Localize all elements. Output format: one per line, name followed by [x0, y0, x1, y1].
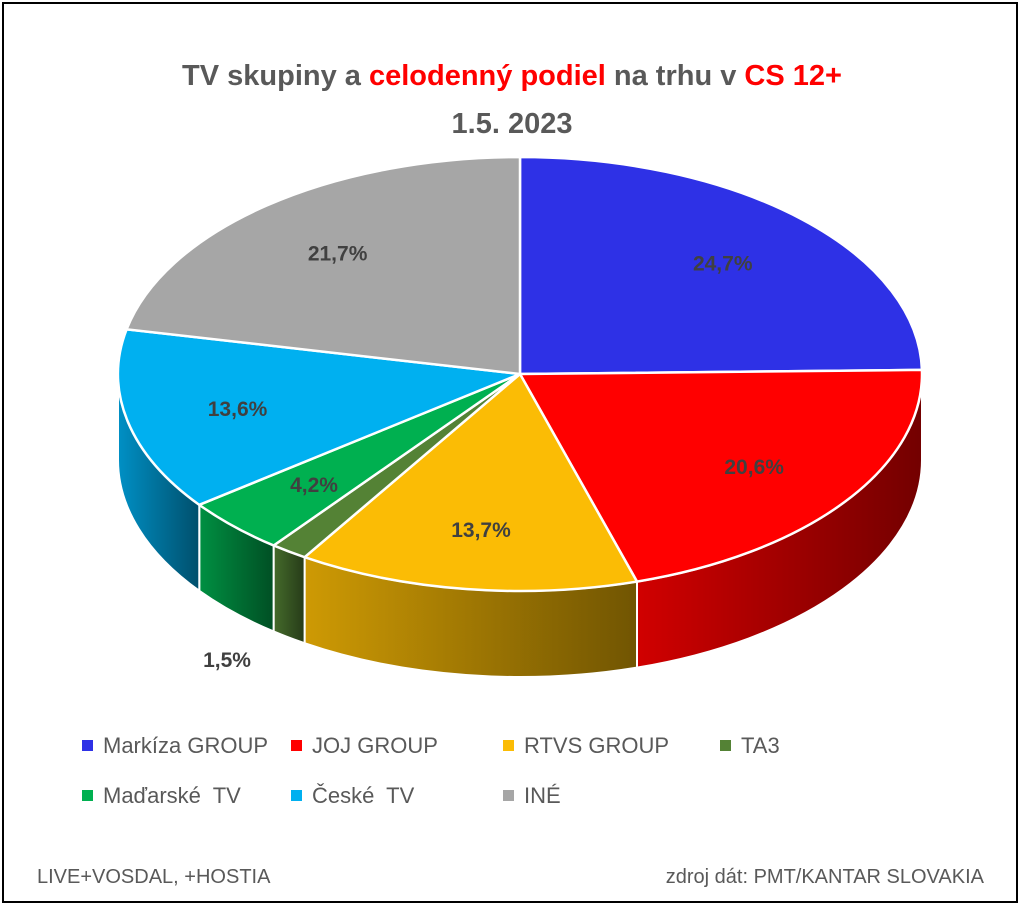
legend-label: JOJ GROUP	[312, 733, 438, 758]
legend-swatch	[503, 740, 514, 751]
legend-swatch	[720, 740, 731, 751]
legend-label: RTVS GROUP	[524, 733, 670, 758]
pie-data-labels: 24,7% 20,6% 13,7% 1,5% 4,2% 13,6% 21,7%	[203, 243, 784, 672]
pie-chart: 24,7% 20,6% 13,7% 1,5% 4,2% 13,6% 21,7%	[116, 155, 924, 678]
title-part-4: CS 12+	[744, 60, 842, 92]
title-date: 1.5. 2023	[451, 108, 573, 140]
pie-top-faces	[116, 155, 924, 593]
data-label-markiza-group: 24,7%	[693, 252, 753, 275]
legend-item-madarske-tv: Maďarské TV	[82, 782, 241, 810]
pie-slice-ine	[125, 155, 522, 376]
legend-label: TA3	[741, 733, 780, 758]
title-part-2: celodenný podiel	[368, 60, 606, 92]
legend-item-rtvs-group: RTVS GROUP	[503, 732, 669, 760]
legend-swatch	[82, 790, 93, 801]
data-label-ceske-tv: 13,6%	[208, 398, 268, 421]
chart-title: TV skupiny a celodenný podiel na trhu v …	[4, 56, 1020, 144]
data-label-ine: 21,7%	[308, 243, 368, 266]
legend-item-ceske-tv: České TV	[291, 782, 414, 810]
legend-item-markiza-group: Markíza GROUP	[82, 732, 268, 760]
legend-label: INÉ	[524, 783, 561, 808]
pie-slice-ceske-tv	[116, 328, 522, 507]
legend-item-ta3: TA3	[720, 732, 780, 760]
legend-label: České TV	[312, 783, 415, 808]
title-part-3: na trhu v	[605, 60, 745, 92]
pie-side-ta3	[272, 543, 306, 645]
footer-source: zdroj dát: PMT/KANTAR SLOVAKIA	[665, 866, 984, 888]
footer-note: LIVE+VOSDAL, +HOSTIA	[37, 866, 271, 888]
legend-label: Maďarské TV	[103, 783, 241, 808]
legend-swatch	[82, 740, 93, 751]
data-label-ta3: 1,5%	[203, 649, 251, 672]
pie-slice-joj-group	[518, 368, 924, 583]
legend-swatch	[503, 790, 514, 801]
legend-item-ine: INÉ	[503, 782, 561, 810]
data-label-rtvs-group: 13,7%	[451, 519, 511, 542]
legend-label: Markíza GROUP	[103, 733, 269, 758]
data-label-madarske-tv: 4,2%	[290, 474, 338, 497]
pie-slice-rtvs-group	[303, 372, 639, 593]
pie-slice-markiza-group	[518, 155, 924, 376]
legend-swatch	[291, 740, 302, 751]
legend-item-joj-group: JOJ GROUP	[291, 732, 438, 760]
title-part-1: TV skupiny a	[182, 60, 369, 92]
legend-swatch	[291, 790, 302, 801]
data-label-joj-group: 20,6%	[724, 456, 784, 479]
